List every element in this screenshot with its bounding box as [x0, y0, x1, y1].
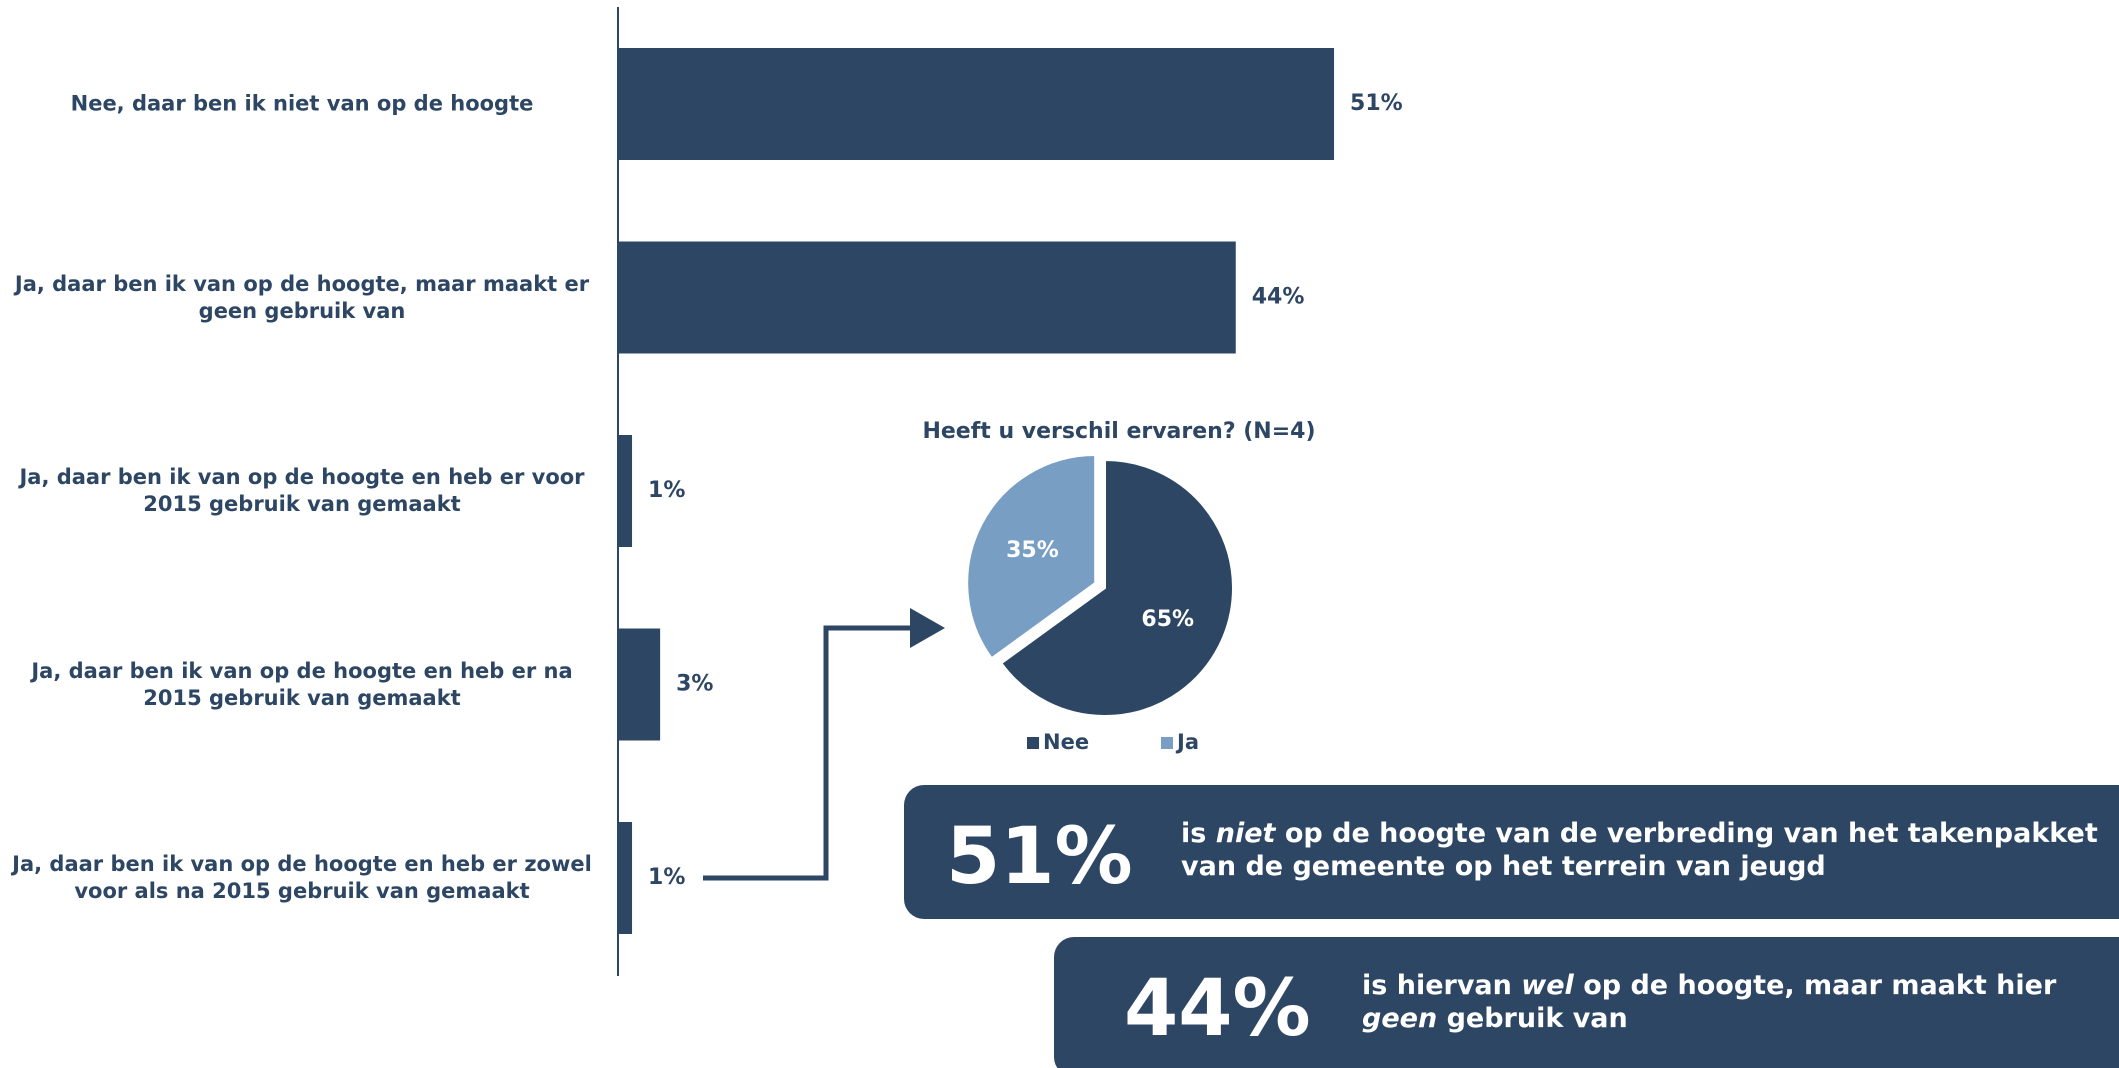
emphasis: niet — [1215, 818, 1276, 849]
arrow — [703, 608, 945, 881]
text: op de hoogte van de verbreding van het t… — [1181, 818, 2098, 882]
callout-figure: 44% — [1124, 964, 1311, 1054]
callout-text: is hiervan wel op de hoogte, maar maakt … — [1362, 969, 2115, 1035]
text: is — [1181, 818, 1216, 849]
pie-slice — [1000, 458, 1234, 717]
bar — [618, 628, 661, 741]
category-label: Ja, daar ben ik van op de hoogte en heb … — [12, 852, 592, 903]
legend-swatch — [1027, 737, 1039, 749]
callout: 51% is niet op de hoogte van de verbredi… — [904, 785, 2119, 919]
emphasis: wel — [1521, 970, 1574, 1001]
pie-title: Heeft u verschil ervaren? (N=4) — [922, 419, 1315, 444]
bar — [618, 822, 633, 934]
text: is hiervan — [1362, 970, 1522, 1001]
pie-slice — [966, 454, 1097, 660]
callout-figure: 51% — [946, 812, 1133, 902]
value-label: 3% — [676, 672, 713, 697]
category-label: Ja, daar ben ik van op de hoogte, maar m… — [14, 271, 590, 323]
text: gebruik van — [1437, 1003, 1628, 1034]
emphasis: geen — [1362, 1003, 1438, 1034]
callout-text: is niet op de hoogte van de verbreding v… — [1181, 817, 2105, 883]
bar — [618, 435, 633, 547]
value-label: 44% — [1252, 285, 1305, 310]
bar — [618, 48, 1335, 160]
value-label: 1% — [648, 478, 685, 503]
category-label: Ja, daar ben ik van op de hoogte en heb … — [19, 465, 585, 516]
value-label: 65% — [1141, 607, 1194, 632]
text: op de hoogte, maar maakt hier — [1573, 970, 2057, 1001]
category-label: Nee, daar ben ik niet van op de hoogte — [70, 91, 534, 116]
legend-label: Ja — [1175, 730, 1199, 754]
value-label: 51% — [1350, 91, 1403, 116]
legend-swatch — [1161, 737, 1173, 749]
bar — [618, 241, 1236, 354]
value-label: 1% — [648, 865, 685, 890]
callout: 44% is hiervan wel op de hoogte, maar ma… — [1054, 937, 2119, 1068]
legend-label: Nee — [1043, 730, 1089, 754]
category-label: Ja, daar ben ik van op de hoogte en heb … — [31, 658, 573, 710]
value-label: 35% — [1006, 538, 1059, 563]
